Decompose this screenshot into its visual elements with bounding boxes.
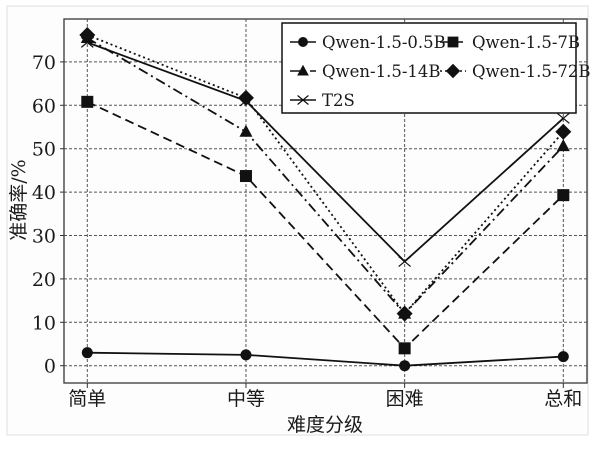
legend-item: Qwen-1.5-14B xyxy=(290,62,441,81)
y-tick-label: 40 xyxy=(32,182,56,204)
legend: Qwen-1.5-0.5B Qwen-1.5-7B Qwen-1.5-14B Qwen… xyxy=(281,22,591,114)
x-axis-label: 难度分级 xyxy=(287,414,363,436)
x-tick-label: 中等 xyxy=(227,388,265,410)
plot-area xyxy=(63,18,588,384)
y-tick-label: 50 xyxy=(32,139,56,161)
y-tick-label: 10 xyxy=(32,312,56,334)
legend-item: Qwen-1.5-7B xyxy=(440,33,580,52)
y-tick-label: 70 xyxy=(32,52,56,74)
data-series xyxy=(79,26,572,372)
x-tick-label: 总和 xyxy=(544,388,582,410)
legend-label: Qwen-1.5-14B xyxy=(322,62,441,81)
legend-label: Qwen-1.5-72B xyxy=(472,62,591,81)
y-tick-label: 60 xyxy=(32,95,56,117)
legend-label: T2S xyxy=(322,91,355,110)
y-tick-label: 0 xyxy=(44,356,56,378)
series-qwen-1-5-7b xyxy=(81,95,570,355)
y-tick-label: 20 xyxy=(32,269,56,291)
legend-item: Qwen-1.5-72B xyxy=(440,62,591,81)
legend-item: T2S xyxy=(290,91,355,110)
y-tick-label: 30 xyxy=(32,226,56,248)
series-t2s xyxy=(80,36,570,268)
series-qwen-1-5-0-5b xyxy=(81,347,569,372)
x-tick-label: 困难 xyxy=(386,388,424,410)
x-tick-label: 简单 xyxy=(68,388,106,410)
legend-item: Qwen-1.5-0.5B xyxy=(290,33,446,52)
legend-box xyxy=(281,22,577,114)
x-axis-ticks: 简单 中等 困难 总和 xyxy=(68,383,582,410)
legend-label: Qwen-1.5-7B xyxy=(472,33,580,52)
y-axis-ticks: 0 10 20 30 40 50 60 70 xyxy=(32,52,64,378)
y-axis-label: 准确率/% xyxy=(8,159,30,240)
legend-label: Qwen-1.5-0.5B xyxy=(322,33,446,52)
